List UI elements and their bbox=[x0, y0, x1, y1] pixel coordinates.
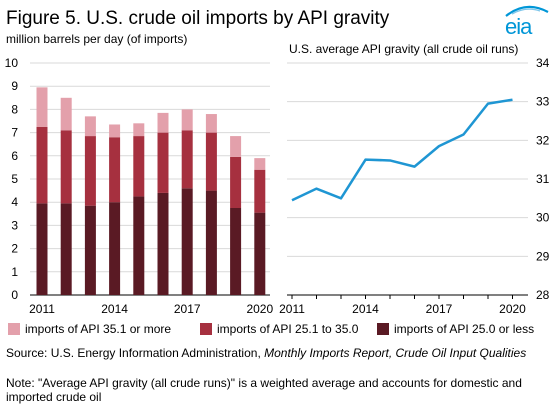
bar-segment bbox=[254, 158, 266, 170]
eia-logo-text: eia bbox=[505, 14, 532, 39]
bar-segment bbox=[205, 190, 217, 295]
legend-item-light: imports of API 35.1 or more bbox=[8, 322, 171, 336]
series-line bbox=[291, 98, 513, 202]
y-tick-label: 5 bbox=[11, 172, 18, 186]
bar-segment bbox=[133, 136, 145, 197]
y-tick-label: 30 bbox=[536, 211, 550, 225]
y-tick-label: 4 bbox=[11, 195, 18, 209]
y-tick-label: 0 bbox=[11, 288, 18, 302]
x-tick-label: 2020 bbox=[499, 302, 526, 316]
chart-title: Figure 5. U.S. crude oil imports by API … bbox=[6, 8, 390, 29]
bar-segment bbox=[230, 156, 242, 208]
legend-item-mid: imports of API 25.1 to 35.0 bbox=[200, 322, 358, 336]
legend-swatch bbox=[377, 323, 389, 335]
bar-segment bbox=[109, 137, 121, 203]
bar-segment bbox=[181, 109, 193, 131]
x-tick-label: 2020 bbox=[246, 302, 273, 316]
bar-segment bbox=[133, 196, 145, 295]
y-tick-label: 7 bbox=[11, 126, 18, 140]
y-tick-label: 32 bbox=[536, 133, 550, 147]
bar-segment bbox=[36, 126, 48, 204]
y-tick-label: 9 bbox=[11, 79, 18, 93]
y-tick-label: 3 bbox=[11, 218, 18, 232]
legend-swatch bbox=[200, 323, 212, 335]
bar-segment bbox=[157, 132, 169, 193]
right-axis-label: U.S. average API gravity (all crude oil … bbox=[289, 42, 519, 56]
y-tick-label: 6 bbox=[11, 149, 18, 163]
bar-segment bbox=[109, 124, 121, 138]
x-tick-label: 2017 bbox=[174, 302, 201, 316]
footnote: Note: "Average API gravity (all crude ru… bbox=[6, 376, 522, 404]
bar-segment bbox=[36, 87, 48, 127]
bar-segment bbox=[157, 112, 169, 133]
bar-segment bbox=[84, 136, 96, 206]
source-note: Source: U.S. Energy Information Administ… bbox=[6, 346, 551, 360]
x-tick-label: 2017 bbox=[426, 302, 453, 316]
bar-segment bbox=[181, 188, 193, 295]
eia-logo-icon bbox=[505, 5, 549, 17]
x-tick-label: 2011 bbox=[29, 302, 55, 316]
bar-segment bbox=[254, 212, 266, 295]
bar-segment bbox=[60, 203, 72, 295]
y-tick-label: 8 bbox=[11, 102, 18, 116]
bar-segment bbox=[84, 116, 96, 137]
legend-swatch bbox=[8, 323, 20, 335]
bar-segment bbox=[60, 97, 72, 131]
bar-segment bbox=[60, 130, 72, 204]
bar-segment bbox=[230, 208, 242, 295]
bar-segment bbox=[109, 202, 121, 295]
legend-item-dark: imports of API 25.0 or less bbox=[377, 322, 534, 336]
bar-segment bbox=[36, 203, 48, 295]
x-tick-label: 2011 bbox=[279, 302, 305, 316]
x-tick-label: 2014 bbox=[101, 302, 128, 316]
source-italic: Monthly Imports Report, Crude Oil Input … bbox=[264, 346, 527, 360]
bar-segment bbox=[254, 169, 266, 213]
y-tick-label: 34 bbox=[536, 56, 550, 70]
y-tick-label: 33 bbox=[536, 95, 550, 109]
legend-label: imports of API 25.0 or less bbox=[394, 322, 535, 336]
bar-segment bbox=[133, 123, 145, 137]
legend-label: imports of API 35.1 or more bbox=[25, 322, 172, 336]
bar-segment bbox=[181, 130, 193, 189]
y-tick-label: 10 bbox=[5, 56, 19, 70]
y-tick-label: 31 bbox=[536, 172, 550, 186]
legend-label: imports of API 25.1 to 35.0 bbox=[217, 322, 359, 336]
bar-segment bbox=[230, 136, 242, 157]
y-tick-label: 2 bbox=[11, 242, 18, 256]
y-tick-label: 29 bbox=[536, 249, 550, 263]
bar-segment bbox=[157, 192, 169, 295]
y-tick-label: 28 bbox=[536, 288, 550, 302]
y-tick-label: 1 bbox=[11, 265, 18, 279]
bar-segment bbox=[205, 114, 217, 133]
bar-segment bbox=[84, 205, 96, 295]
bar-segment bbox=[205, 132, 217, 191]
left-axis-label: million barrels per day (of imports) bbox=[6, 32, 188, 46]
x-tick-label: 2014 bbox=[352, 302, 379, 316]
source-prefix: Source: U.S. Energy Information Administ… bbox=[6, 346, 265, 360]
